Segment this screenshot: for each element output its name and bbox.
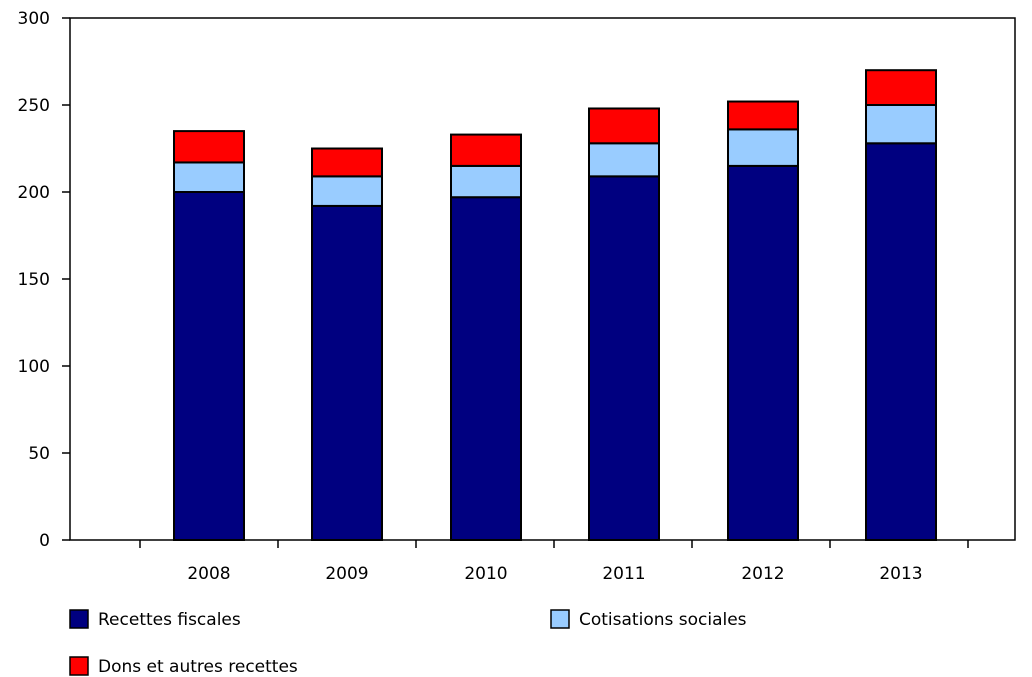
legend-label-0: Recettes fiscales: [98, 610, 241, 630]
bar-2013-series-1: [865, 104, 937, 145]
y-tick-label: 200: [18, 183, 50, 203]
x-tick-label-2008: 2008: [187, 564, 230, 584]
bar-2010-series-1: [450, 164, 522, 199]
x-tick-label-2010: 2010: [464, 564, 507, 584]
legend-label-2: Dons et autres recettes: [98, 657, 298, 677]
bar-2010-series-2: [450, 133, 522, 167]
bar-2008-series-2: [173, 130, 245, 164]
legend: Recettes fiscales Cotisations sociales Don…: [69, 609, 747, 677]
x-tick-label-2011: 2011: [602, 564, 645, 584]
bar-2011-series-2: [588, 107, 660, 145]
bar-2009-series-0: [311, 204, 383, 541]
bar-2012-series-2: [727, 100, 799, 131]
x-tick-label-2013: 2013: [879, 564, 922, 584]
y-tick-label: 100: [18, 357, 50, 377]
y-tick-label: 150: [18, 270, 50, 290]
bar-2013-series-0: [865, 142, 937, 541]
bar-2012-series-1: [727, 128, 799, 167]
bars-layer: [173, 69, 937, 541]
legend-swatch-0: [69, 609, 89, 629]
bar-2008-series-1: [173, 161, 245, 193]
ticks-layer: 0 50 100 150 200 250 300 2008 2009 2010 2011 2012 20…: [18, 9, 969, 584]
bar-2012-series-0: [727, 164, 799, 541]
legend-swatch-1: [550, 609, 570, 629]
y-tick-label: 50: [28, 444, 50, 464]
bar-2008-series-0: [173, 191, 245, 541]
bar-2011-series-0: [588, 175, 660, 541]
y-tick-label: 0: [39, 531, 50, 551]
bar-2011-series-1: [588, 142, 660, 178]
bar-2009-series-2: [311, 147, 383, 178]
legend-swatch-2: [69, 656, 89, 676]
bar-2009-series-1: [311, 175, 383, 207]
x-tick-label-2009: 2009: [325, 564, 368, 584]
y-tick-label: 300: [18, 9, 50, 29]
bar-2010-series-0: [450, 196, 522, 541]
y-tick-label: 250: [18, 96, 50, 116]
bar-2013-series-2: [865, 69, 937, 106]
legend-label-1: Cotisations sociales: [579, 610, 747, 630]
x-tick-label-2012: 2012: [741, 564, 784, 584]
